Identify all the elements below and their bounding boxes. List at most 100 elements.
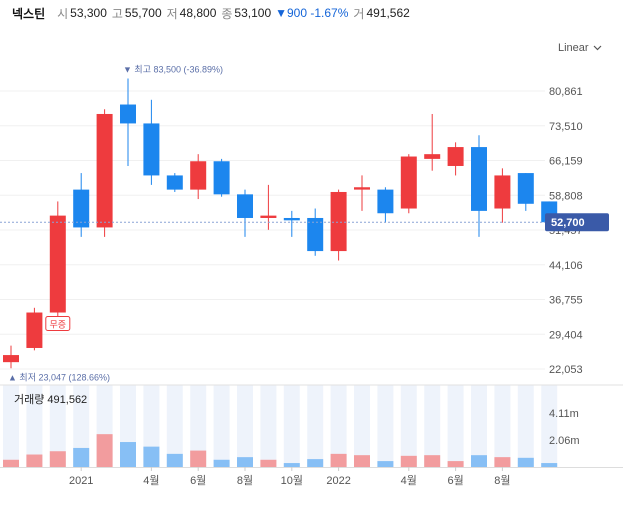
change-value: ▼900 -1.67% <box>275 6 349 20</box>
volume-column-bg <box>166 385 183 467</box>
volume-bar <box>120 442 136 467</box>
volume-column-bg <box>354 385 370 467</box>
close-value: 53,100 <box>234 6 272 20</box>
volume-column-bg <box>307 385 324 467</box>
x-tick-label: 4월 <box>401 474 417 487</box>
volume-bar <box>166 453 183 467</box>
low-value: 48,800 <box>179 6 217 20</box>
volume-bar <box>213 459 230 467</box>
candles <box>3 78 558 369</box>
volume-bar <box>3 459 19 467</box>
volume-tick-label: 4.11m <box>549 408 579 420</box>
candle-body <box>471 147 487 211</box>
volume-column-bg <box>143 385 160 467</box>
grid <box>0 90 623 468</box>
volume-column-bg <box>517 385 534 467</box>
open-value: 53,300 <box>70 6 107 20</box>
volume-column-bg <box>471 385 487 467</box>
candle-body <box>283 217 300 221</box>
low-label: 저 <box>166 6 178 21</box>
volume-column-bg <box>283 385 300 467</box>
candle-body <box>26 312 43 348</box>
price-tick-label: 29,404 <box>549 329 583 341</box>
candle-body <box>96 113 113 228</box>
scale-dropdown-button[interactable]: Linear <box>558 42 602 54</box>
volume-bar <box>260 459 277 467</box>
volume-column-bg <box>190 385 207 467</box>
price-tick-label: 73,510 <box>549 121 583 133</box>
x-tick-label: 8월 <box>237 474 253 487</box>
volume-column-bg <box>260 385 277 467</box>
volume-bar <box>541 463 558 467</box>
price-tick-label: 80,861 <box>549 86 583 98</box>
volume-bar <box>330 453 347 467</box>
volume-column-bg <box>424 385 441 467</box>
candle-body <box>517 173 534 204</box>
current-price-tag <box>545 213 609 232</box>
event-label: 무증 <box>50 320 67 330</box>
volume-bar <box>400 455 417 467</box>
candle-body <box>120 104 136 124</box>
close-label: 종 <box>221 6 233 21</box>
volume-background <box>3 385 558 467</box>
x-tick-label: 6월 <box>190 474 206 487</box>
volume-bar <box>237 457 253 467</box>
price-tick-label: 44,106 <box>549 260 583 272</box>
volume-bar <box>190 450 207 467</box>
volume-bars <box>3 434 558 467</box>
candle-body <box>190 161 207 190</box>
volume-bar <box>377 461 394 467</box>
min-annotation: ▲ 최저 23,047 (128.66%) <box>8 372 110 382</box>
candle-body <box>237 194 253 218</box>
price-tick-label: 36,755 <box>549 295 583 307</box>
candle-body <box>213 161 230 195</box>
volume-bar <box>307 459 324 467</box>
volume-label: 거 <box>353 6 365 21</box>
candle-body <box>49 215 66 313</box>
candle-body <box>143 123 160 176</box>
volume-column-bg <box>447 385 464 467</box>
candle-body <box>307 217 324 252</box>
volume-bar <box>143 446 160 467</box>
stock-name: 넥스틴 <box>12 6 46 21</box>
volume-column-bg <box>73 385 90 467</box>
volume-column-bg <box>3 385 19 467</box>
volume-column-bg <box>377 385 394 467</box>
volume-column-bg <box>541 385 558 467</box>
x-tick-label: 4월 <box>143 474 159 487</box>
scale-label: Linear <box>558 42 589 54</box>
candle-body <box>377 189 394 214</box>
candle-body <box>330 191 347 252</box>
volume-tick-label: 2.06m <box>549 435 580 447</box>
candle-body <box>260 215 277 218</box>
volume-column-bg <box>237 385 253 467</box>
volume-column-bg <box>400 385 417 467</box>
event-badge[interactable] <box>45 316 71 332</box>
volume-bar <box>73 447 90 467</box>
candle-body <box>73 189 90 228</box>
volume-bar <box>26 454 43 467</box>
volume-bar <box>96 434 113 467</box>
volume-column-bg <box>213 385 230 467</box>
volume-bar <box>424 455 441 467</box>
chevron-down-icon <box>593 45 602 51</box>
candle-body <box>166 175 183 190</box>
annotations: 52,700 ▼ 최고 83,500 (-36.89%) ▲ 최저 23,047 (… <box>0 65 609 382</box>
volume-bar <box>447 461 464 467</box>
max-annotation: ▼ 최고 83,500 (-36.89%) <box>123 65 223 75</box>
candle-body <box>400 156 417 209</box>
x-tick-label: 2022 <box>326 475 350 487</box>
volume-bar <box>283 463 300 467</box>
x-tick-label: 10월 <box>281 474 303 487</box>
candle-body <box>424 154 441 159</box>
candle-body <box>3 355 19 363</box>
candle-body <box>354 187 370 190</box>
volume-bar <box>354 455 370 467</box>
volume-column-bg <box>26 385 43 467</box>
volume-title: 거래량 491,562 <box>14 393 87 406</box>
current-price-label: 52,700 <box>551 217 585 229</box>
candle-body <box>447 147 464 166</box>
volume-column-bg <box>330 385 347 467</box>
volume-column-bg <box>49 385 66 467</box>
